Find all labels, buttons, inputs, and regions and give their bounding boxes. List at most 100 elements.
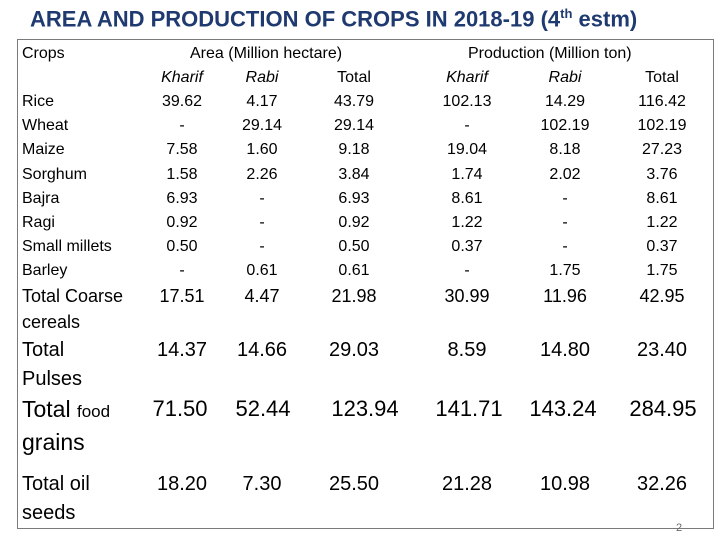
table-cell: 71.50 [152, 396, 208, 421]
area-total-header: Total [337, 69, 371, 86]
table-cell: 1.60 [246, 141, 278, 159]
table-cell: 1.58 [166, 165, 198, 183]
table-cell: 29.14 [241, 117, 283, 135]
crop-label: Bajra [22, 189, 60, 207]
table-cell: 0.61 [338, 262, 370, 280]
table-cell: 6.93 [338, 189, 370, 207]
table-cell: 18.20 [156, 473, 208, 495]
table-cell: 23.40 [636, 339, 688, 361]
table-cell: 9.18 [338, 141, 370, 159]
table-cell: 284.95 [629, 396, 697, 421]
table-cell: 8.59 [447, 339, 487, 361]
production-kharif-header: Kharif [446, 69, 488, 86]
table-cell: 1.75 [549, 262, 581, 280]
table-cell: 11.96 [543, 286, 587, 306]
table-cell: 27.23 [641, 141, 683, 159]
crop-label: Wheat [22, 117, 69, 135]
crop-label: Small millets [22, 238, 112, 256]
total-coarse-label: Total Coarse [22, 286, 124, 306]
table-cell: 8.61 [451, 189, 483, 207]
table-cell: - [562, 189, 568, 207]
production-rabi-header: Rabi [548, 69, 582, 86]
crop-label: Sorghum [22, 165, 87, 183]
table-cell: 14.29 [544, 93, 586, 110]
table-cell: 39.62 [161, 93, 203, 110]
total-pulses-label: Total [22, 339, 65, 361]
table-cell: - [259, 214, 265, 231]
table-cell: 8.18 [549, 141, 581, 159]
table-cell: 0.37 [646, 238, 678, 256]
crop-label: Maize [22, 141, 65, 159]
area-rabi-header: Rabi [245, 69, 279, 86]
table-cell: 29.03 [328, 339, 380, 361]
table-cell: 0.92 [166, 214, 198, 231]
table-cell: - [179, 117, 185, 135]
table-cell: 43.79 [333, 93, 375, 110]
table-cell: 1.75 [646, 262, 678, 280]
table-cell: 143.24 [529, 396, 597, 421]
table-cell: 17.51 [159, 286, 205, 306]
table-cell: - [464, 117, 470, 135]
production-total-header: Total [645, 69, 679, 86]
area-kharif-header: Kharif [161, 69, 203, 86]
table-cell: 0.50 [166, 238, 198, 256]
table-cell: 102.19 [637, 117, 687, 135]
table-cell: 4.17 [246, 93, 278, 110]
table-cell: 7.30 [242, 473, 282, 495]
table-cell: 2.26 [246, 165, 278, 183]
crop-label: Ragi [22, 214, 55, 231]
production-header: Production (Million ton) [468, 45, 632, 62]
table-cell: 6.93 [166, 189, 198, 207]
table-cell: 25.50 [328, 473, 380, 495]
table-cell: 8.61 [646, 189, 678, 207]
table-cell: - [179, 262, 185, 280]
table-cell: - [562, 214, 568, 231]
table-cell: 102.13 [442, 93, 492, 110]
table-cell: 10.98 [539, 473, 591, 495]
table-frame [17, 39, 714, 529]
table-cell: 1.22 [646, 214, 678, 231]
table-cell: 30.99 [444, 286, 490, 306]
table-cell: 52.44 [235, 396, 291, 421]
table-cell: 21.28 [441, 473, 493, 495]
table-cell: 29.14 [333, 117, 375, 135]
total-pulses-label-2: Pulses [22, 368, 83, 390]
table-cell: 0.61 [246, 262, 278, 280]
table-cell: 32.26 [636, 473, 688, 495]
table-cell: 0.37 [451, 238, 483, 256]
table-cell: 14.66 [236, 339, 288, 361]
table-cell: 4.47 [244, 286, 280, 306]
crop-label: Barley [22, 262, 68, 280]
area-header: Area (Million hectare) [190, 45, 343, 62]
table-cell: 102.19 [540, 117, 590, 135]
table-cell: 116.42 [638, 93, 686, 110]
total-oil-label-2: seeds [22, 502, 76, 524]
page-number: 2 [676, 522, 683, 534]
table-cell: 123.94 [331, 396, 399, 421]
table-cell: - [562, 238, 568, 256]
table-cell: - [259, 189, 265, 207]
table-cell: 0.50 [338, 238, 370, 256]
crop-label: Rice [22, 93, 55, 110]
total-food-label-2: grains [22, 429, 85, 455]
table-cell: - [464, 262, 470, 280]
table-cell: 3.76 [646, 165, 678, 183]
table-cell: 21.98 [331, 286, 377, 306]
table-cell: 7.58 [166, 141, 198, 159]
table-cell: 3.84 [338, 165, 370, 183]
total-food-label: Total food [22, 396, 111, 422]
table-cell: 0.92 [338, 214, 370, 231]
total-oil-label: Total oil [22, 473, 90, 495]
table-cell: 14.80 [539, 339, 591, 361]
crops-header: Crops [22, 45, 65, 62]
table-cell: 19.04 [446, 141, 488, 159]
table-cell: 42.95 [639, 286, 685, 306]
table-cell: 1.74 [451, 165, 483, 183]
table-cell: 1.22 [451, 214, 483, 231]
table-cell: 141.71 [435, 396, 503, 421]
total-coarse-label-2: cereals [22, 312, 81, 332]
table-cell: 14.37 [156, 339, 208, 361]
slide-title: AREA AND PRODUCTION OF CROPS IN 2018-19 … [30, 6, 638, 32]
table-cell: - [259, 238, 265, 256]
table-cell: 2.02 [549, 165, 581, 183]
